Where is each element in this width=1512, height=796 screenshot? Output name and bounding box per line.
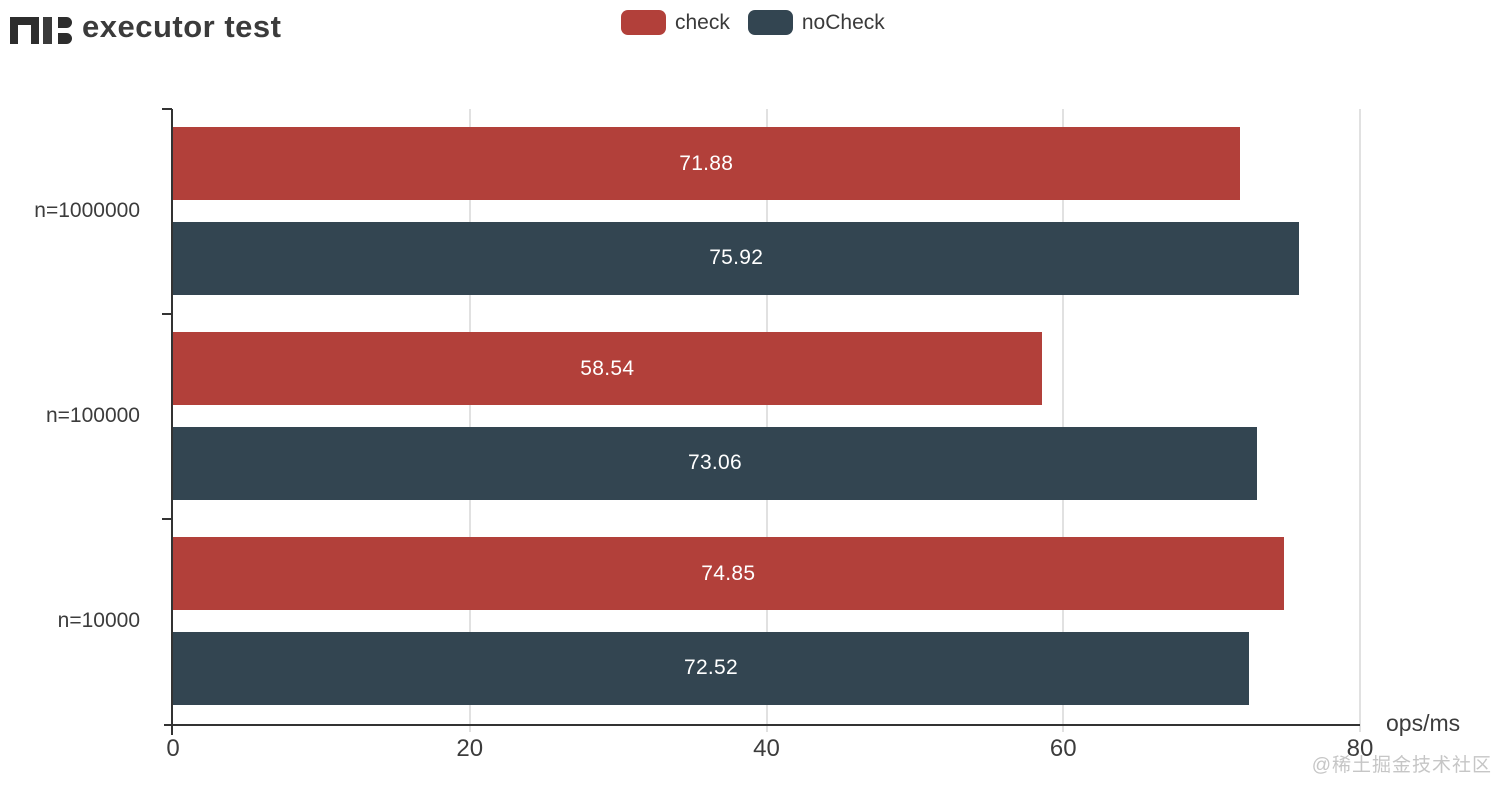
logo-block-icon (43, 17, 52, 44)
gridline-x-60 (1062, 109, 1065, 732)
y-axis-category-label: n=10000 (57, 609, 140, 633)
y-axis-tick (162, 108, 172, 110)
bar-value-label: 71.88 (679, 151, 734, 175)
bar-check[interactable]: 71.88 (173, 127, 1240, 200)
bar-nocheck[interactable]: 73.06 (173, 426, 1258, 500)
x-tick-label-40: 40 (753, 735, 780, 762)
logo-block-icon (58, 33, 72, 44)
logo-block-icon (58, 17, 72, 28)
y-axis-tick (162, 517, 172, 520)
legend-swatch-check (621, 10, 666, 35)
chart-header: executor test (0, 0, 600, 60)
legend-item-nocheck[interactable]: noCheck (747, 10, 885, 35)
watermark: @稀土掘金技术社区 (1311, 755, 1492, 776)
category-row-n100000: n=100000 58.54 73.06 (46, 314, 1360, 519)
x-axis-unit-label: ops/ms (1386, 710, 1461, 736)
bar-value-label: 72.52 (683, 656, 739, 680)
chart-title: executor test (82, 9, 282, 44)
bar-value-label: 58.54 (580, 356, 635, 380)
y-axis-category-label: n=1000000 (34, 199, 140, 223)
legend-swatch-nocheck (747, 10, 793, 35)
gridline-x-40 (765, 109, 768, 732)
y-axis-line (171, 109, 173, 726)
bar-value-label: 74.85 (701, 561, 756, 585)
category-row-n1000000: n=1000000 71.88 75.92 (34, 109, 1360, 314)
legend-label-check: check (675, 10, 730, 34)
bar-value-label: 75.92 (709, 246, 764, 270)
bar-check[interactable]: 58.54 (173, 332, 1042, 405)
x-tick-label-20: 20 (456, 735, 484, 762)
x-tick-label-60: 60 (1049, 735, 1077, 762)
legend: check noCheck (621, 10, 885, 35)
bar-check[interactable]: 74.85 (173, 537, 1284, 610)
app-logo-icon (10, 13, 72, 47)
gridline-x-80 (1359, 109, 1361, 732)
y-axis-category-label: n=100000 (45, 404, 140, 428)
bar-value-label: 73.06 (687, 451, 743, 475)
plot-area: n=1000000 71.88 75.92 n=100000 58.54 73.06 n=1… (34, 108, 1373, 762)
x-tick-label-80: 80 (1346, 735, 1374, 762)
x-tick-label-0: 0 (166, 735, 180, 762)
x-axis-zero-tick (171, 724, 173, 735)
y-axis-tick (162, 312, 172, 315)
gridline-x-20 (468, 109, 471, 732)
bar-nocheck[interactable]: 75.92 (173, 221, 1300, 295)
bar-nocheck[interactable]: 72.52 (173, 631, 1249, 705)
logo-block-icon (10, 17, 39, 44)
category-row-n10000: n=10000 74.85 72.52 (58, 519, 1360, 724)
legend-label-nocheck: noCheck (801, 10, 885, 34)
legend-item-check[interactable]: check (621, 10, 730, 35)
x-axis-line (164, 724, 1360, 726)
